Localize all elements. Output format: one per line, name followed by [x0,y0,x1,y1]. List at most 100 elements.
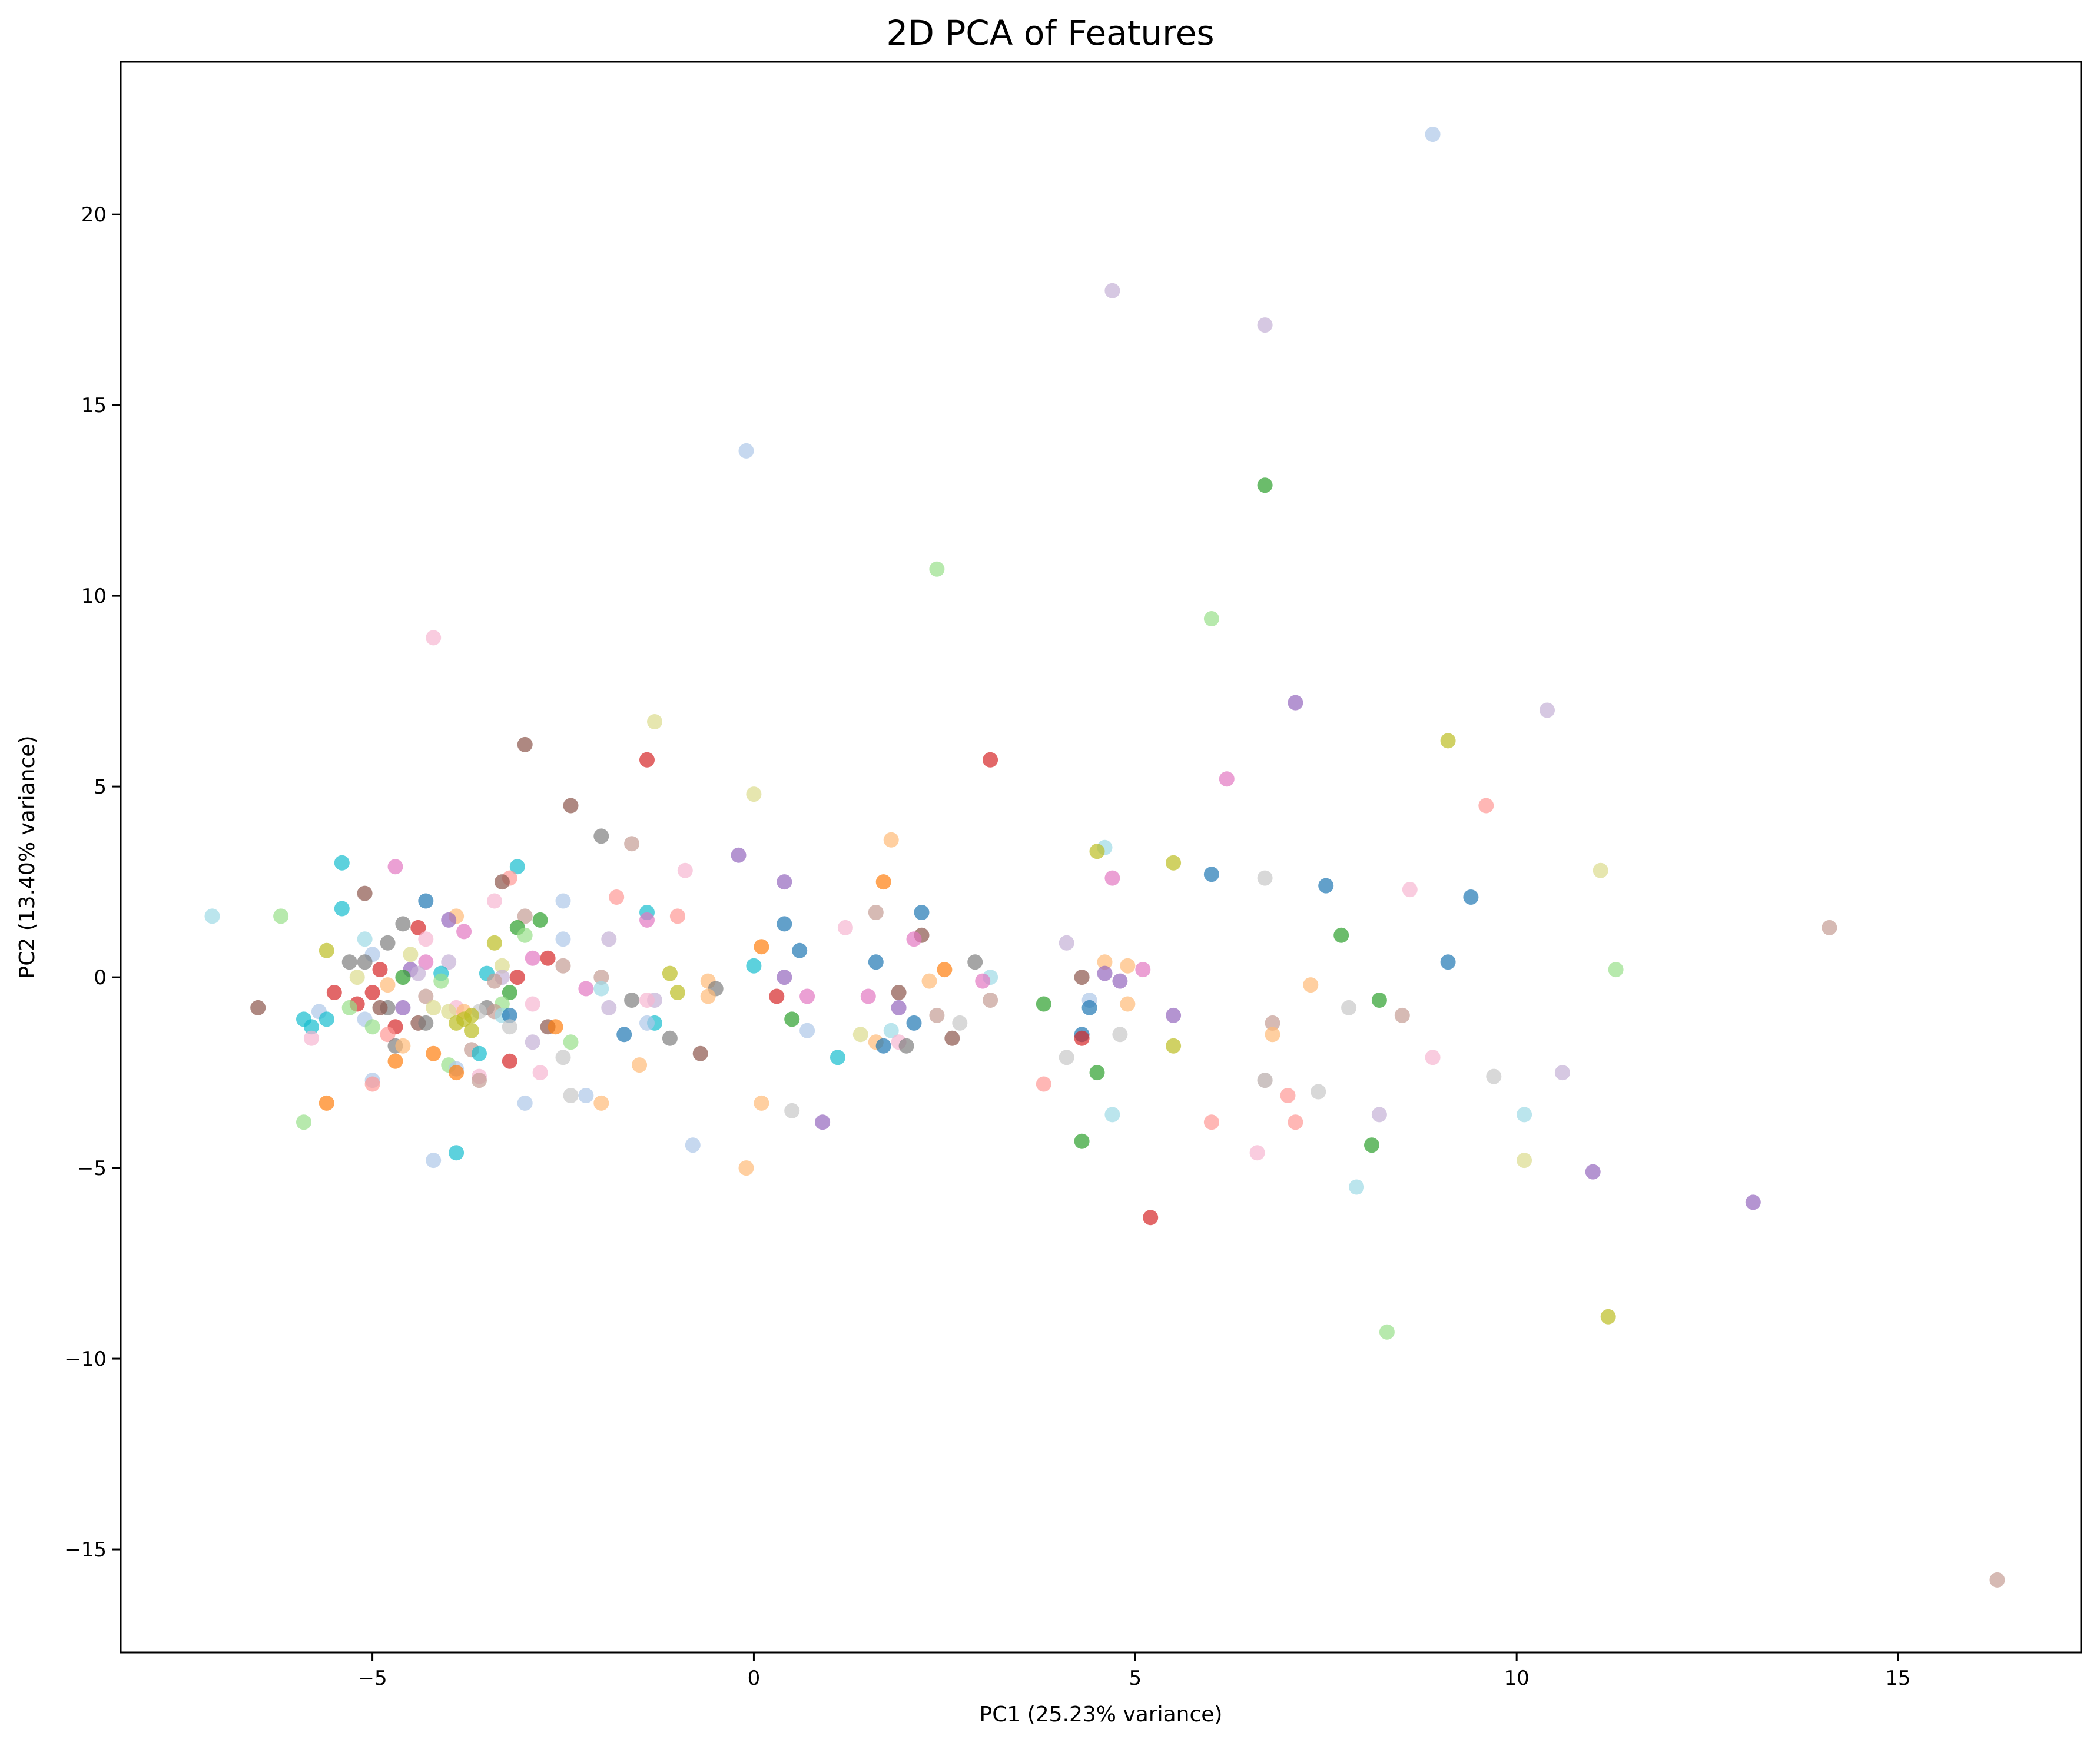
data-point [593,1095,609,1111]
data-point [387,859,403,875]
data-point [669,985,685,1000]
data-point [418,893,434,909]
data-point [1822,920,1837,935]
data-point [1203,1114,1219,1130]
data-point [1166,855,1182,871]
data-point [1120,958,1136,974]
data-point [395,1000,411,1015]
data-point [1593,862,1608,878]
data-point [1097,954,1113,970]
data-point [1486,1068,1502,1084]
data-point [1059,935,1074,951]
data-point [609,889,625,905]
data-point [738,1160,754,1176]
data-point [1402,882,1418,898]
data-point [517,927,533,943]
data-point [799,1023,815,1038]
data-point [334,855,350,871]
data-point [532,1065,548,1081]
y-tick-label: 20 [81,203,107,227]
data-point [1540,702,1555,718]
data-point [1349,1179,1365,1195]
data-point [426,1000,442,1015]
data-point [921,973,937,989]
data-point [754,939,769,955]
data-point [1143,1210,1159,1226]
data-point [929,561,945,577]
data-point [1074,970,1090,985]
data-point [1104,1107,1120,1123]
data-point [364,1076,380,1092]
data-point [303,1019,319,1035]
y-axis: −15 −10 −5 0 5 10 15 20 [64,203,121,1562]
data-point [830,1050,845,1065]
data-point [914,905,930,920]
data-point [639,1015,655,1031]
x-axis-title: PC1 (25.23% variance) [980,1702,1223,1727]
data-point [952,1015,968,1031]
data-point [303,1030,319,1046]
data-point [1257,870,1273,886]
data-point [357,885,373,901]
data-point [364,1019,380,1035]
data-point [372,1000,388,1015]
data-point [937,962,953,978]
data-point [357,931,373,947]
data-point [1600,1309,1616,1325]
data-point [662,965,678,981]
data-point [1219,771,1235,787]
data-point [410,920,426,935]
data-point [334,901,350,917]
data-point [1989,1572,2005,1588]
data-point [449,1015,465,1031]
data-point [319,1095,334,1111]
data-point [509,859,525,875]
data-point [525,950,540,966]
data-point [632,1057,648,1073]
data-point [517,736,533,752]
data-point [593,981,609,997]
data-point [548,1019,563,1035]
data-point [204,908,220,924]
data-point [754,1095,769,1111]
data-point [616,1027,632,1043]
data-point [494,958,510,974]
data-point [1288,1114,1303,1130]
data-point [944,1030,960,1046]
data-point [1333,927,1349,943]
points-layer [204,127,2005,1588]
data-point [441,1004,457,1020]
data-point [555,931,571,947]
data-point [777,970,792,985]
data-point [494,874,510,890]
data-point [1203,611,1219,626]
data-point [891,1000,907,1015]
data-point [517,908,533,924]
data-point [525,1034,540,1050]
data-point [1371,1107,1387,1123]
data-point [418,931,434,947]
x-tick-label: 0 [748,1667,761,1690]
data-point [639,912,655,928]
data-point [1135,962,1151,978]
data-point [1203,867,1219,882]
data-point [1257,477,1273,493]
data-point [792,942,808,958]
data-point [624,993,640,1008]
data-point [1311,1084,1326,1100]
data-point [1585,1164,1601,1180]
data-point [364,985,380,1000]
data-point [777,916,792,932]
data-point [502,1053,517,1069]
data-point [502,985,517,1000]
data-point [472,1073,487,1088]
data-point [784,1103,800,1118]
data-point [624,836,640,852]
data-point [1074,1030,1090,1046]
data-point [441,954,457,970]
data-point [563,1034,579,1050]
data-point [685,1137,701,1153]
data-point [449,1065,465,1081]
data-point [1478,798,1494,814]
